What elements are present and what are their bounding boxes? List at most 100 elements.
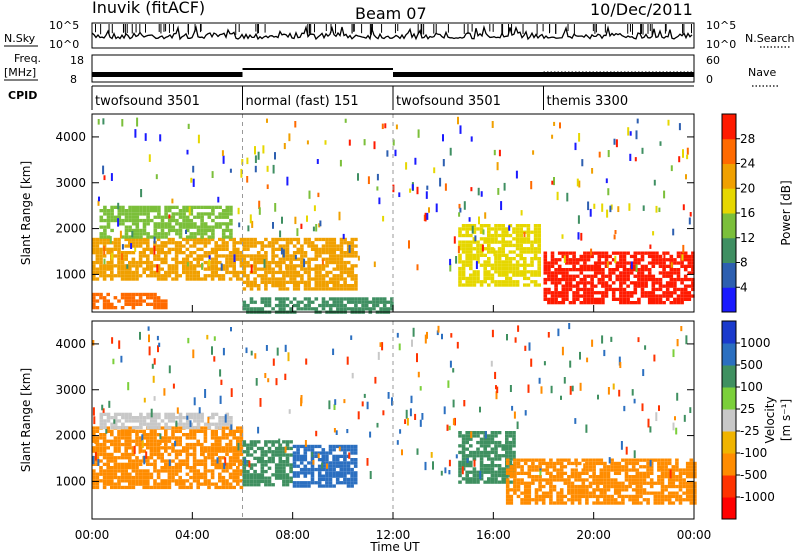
echo-cell (214, 466, 218, 470)
echo-cell (689, 484, 694, 489)
echo-cell (628, 481, 632, 485)
echo-cell (110, 425, 114, 430)
echo-cell (619, 274, 623, 278)
echo-cell (106, 299, 110, 303)
echo-cell (242, 260, 247, 265)
echo-cell (644, 268, 648, 272)
echo-cell (207, 449, 211, 453)
echo-cell (157, 209, 161, 213)
echo-cell (354, 251, 358, 255)
echo-cell (192, 244, 197, 248)
echo-cell (575, 281, 580, 285)
echo-cell (637, 277, 641, 282)
scatter-cell (369, 431, 372, 438)
echo-cell (189, 235, 194, 239)
scatter-cell (244, 458, 247, 465)
echo-cell (476, 240, 480, 244)
scatter-cell (152, 375, 155, 383)
echo-cell (689, 491, 694, 495)
echo-cell (189, 485, 193, 490)
scatter-cell (568, 323, 571, 330)
echo-cell (149, 235, 154, 239)
scatter-cell (328, 400, 331, 410)
echo-cell (131, 462, 136, 466)
scatter-cell (350, 335, 353, 340)
echo-cell (128, 228, 132, 233)
echo-cell (321, 451, 326, 455)
echo-cell (673, 297, 677, 301)
echo-cell (505, 481, 510, 485)
echo-cell (583, 277, 587, 282)
echo-cell (678, 494, 683, 499)
echo-cell (613, 484, 618, 489)
echo-cell (568, 287, 573, 292)
echo-cell (561, 284, 566, 288)
echo-cell (570, 491, 575, 495)
echo-cell (585, 478, 589, 482)
echo-cell (512, 270, 516, 274)
echo-cell (135, 416, 140, 420)
echo-cell (102, 436, 107, 440)
freq-band (543, 72, 694, 77)
echo-cell (271, 483, 275, 487)
echo-cell (314, 307, 319, 311)
echo-cell (494, 473, 498, 478)
echo-cell (639, 481, 643, 485)
echo-cell (149, 452, 154, 457)
echo-cell (120, 260, 125, 265)
echo-cell (673, 291, 677, 295)
scatter-cell (606, 209, 609, 218)
echo-cell (106, 426, 110, 430)
echo-cell (637, 261, 641, 265)
echo-cell (527, 458, 532, 462)
echo-cell (175, 232, 179, 236)
echo-cell (253, 270, 257, 275)
echo-cell (523, 461, 528, 466)
echo-cell (538, 481, 542, 485)
scatter-cell (442, 134, 444, 142)
echo-cell (229, 205, 233, 209)
echo-cell (128, 292, 132, 297)
echo-cell (519, 243, 523, 248)
echo-cell (321, 277, 326, 281)
echo-cell (149, 274, 154, 278)
echo-cell (512, 450, 516, 455)
echo-cell (588, 481, 593, 485)
echo-cell (651, 281, 656, 285)
echo-cell (124, 425, 129, 430)
echo-cell (124, 456, 128, 460)
echo-cell (321, 280, 326, 284)
echo-cell (599, 461, 604, 466)
echo-cell (138, 439, 143, 443)
echo-cell (142, 260, 146, 265)
echo-cell (282, 483, 286, 487)
echo-cell (621, 468, 625, 472)
echo-cell (343, 251, 347, 255)
echo-cell (494, 263, 498, 267)
echo-cell (621, 481, 625, 485)
scatter-cell (267, 378, 270, 383)
echo-cell (617, 468, 622, 472)
echo-cell (678, 498, 683, 502)
echo-cell (196, 247, 200, 251)
echo-cell (260, 254, 265, 258)
scatter-cell (153, 396, 156, 401)
echo-cell (613, 478, 618, 482)
echo-cell (346, 477, 351, 482)
colorbar-segment (722, 237, 736, 263)
echo-cell (203, 228, 208, 233)
echo-cell (658, 297, 663, 301)
echo-cell (285, 460, 290, 464)
echo-cell (633, 284, 638, 288)
echo-cell (568, 284, 573, 288)
echo-cell (99, 442, 103, 447)
echo-cell (595, 481, 600, 485)
scatter-cell (134, 129, 137, 138)
echo-cell (189, 254, 193, 258)
echo-cell (318, 280, 322, 284)
echo-cell (621, 484, 625, 489)
echo-cell (505, 461, 510, 466)
echo-cell (267, 297, 272, 301)
echo-cell (603, 501, 607, 505)
